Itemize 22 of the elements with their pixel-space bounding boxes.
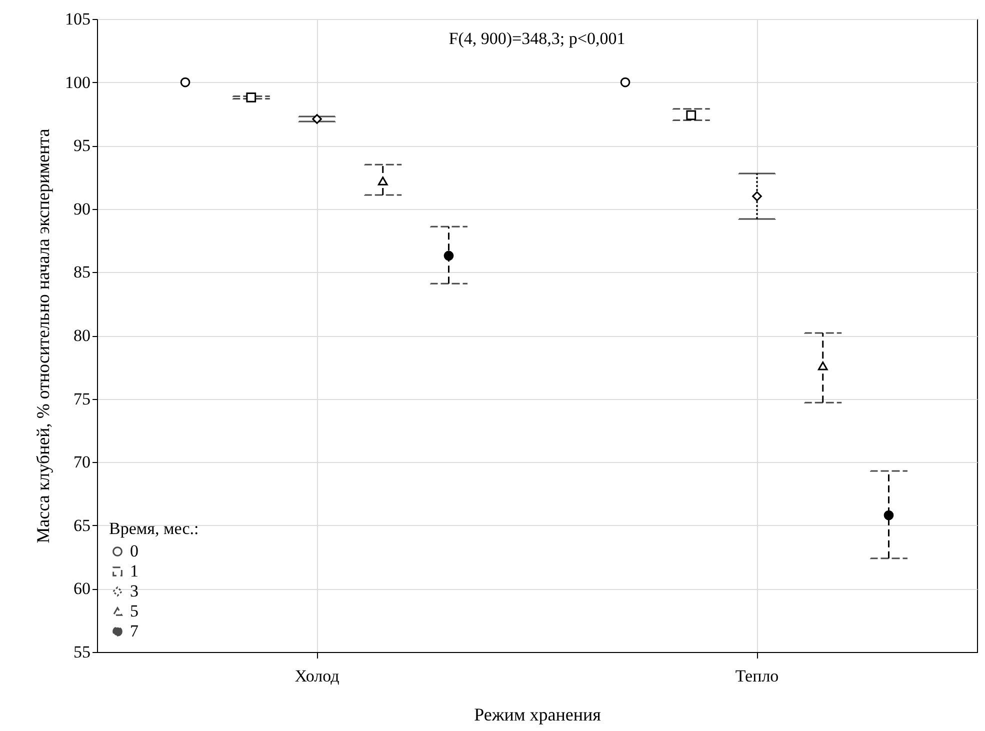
y-tick-label: 65 bbox=[74, 516, 90, 535]
y-tick-label: 95 bbox=[74, 136, 90, 156]
annotation: F(4, 900)=348,3; p<0,001 bbox=[448, 29, 626, 48]
legend-label: 7 bbox=[130, 622, 139, 640]
y-tick-label: 75 bbox=[74, 389, 90, 408]
x-tick-label: Холод bbox=[294, 666, 340, 686]
x-tick-label: Тепло bbox=[735, 666, 779, 686]
legend-label: 1 bbox=[130, 562, 138, 580]
y-tick-label: 55 bbox=[74, 642, 90, 662]
y-tick-label: 100 bbox=[65, 72, 90, 92]
y-tick-label: 70 bbox=[74, 452, 90, 472]
legend-title: Время, мес.: bbox=[109, 519, 199, 538]
legend-label: 0 bbox=[130, 542, 138, 560]
y-axis-title: Масса клубней, % относительно начала эксперимента bbox=[33, 128, 53, 544]
y-tick-label: 60 bbox=[74, 579, 90, 598]
y-tick-label: 105 bbox=[65, 10, 90, 28]
y-tick-label: 80 bbox=[74, 326, 90, 345]
legend-label: 3 bbox=[130, 582, 138, 600]
x-axis-title: Режим хранения bbox=[474, 704, 601, 724]
y-tick-label: 90 bbox=[74, 199, 90, 218]
y-tick-label: 85 bbox=[74, 262, 90, 282]
legend-label: 5 bbox=[130, 602, 138, 620]
